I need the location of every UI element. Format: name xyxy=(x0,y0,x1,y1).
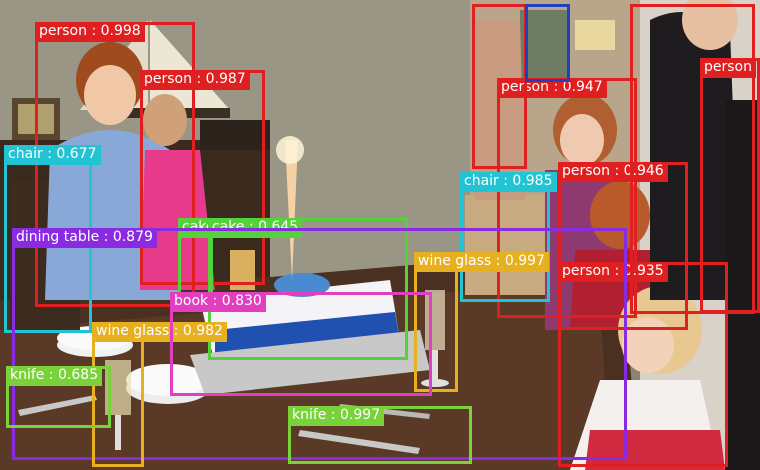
detection-label: wine glass : 0.997 xyxy=(414,252,549,272)
detection-box-person xyxy=(472,4,527,169)
detection-label: knife : 0.685 xyxy=(6,366,103,386)
detection-label: person : 0.946 xyxy=(558,162,668,182)
detection-label: person : 0.987 xyxy=(140,70,250,90)
detection-label: wine glass : 0.982 xyxy=(92,322,227,342)
detection-box-wine-glass: wine glass : 0.997 xyxy=(414,252,549,392)
detection-box-person xyxy=(630,4,755,314)
detection-label: book : 0.830 xyxy=(170,292,266,312)
detection-label: knife : 0.997 xyxy=(288,406,385,426)
detection-box-wine-glass: wine glass : 0.982 xyxy=(92,322,227,467)
detection-label: person xyxy=(700,58,756,78)
detection-box-dining-table: dining table : 0.879 xyxy=(12,228,627,460)
detection-box-knife: knife : 0.997 xyxy=(288,406,472,464)
detection-label: person : 0.998 xyxy=(35,22,145,42)
detection-box-book: book : 0.830 xyxy=(170,292,432,396)
detection-label: dining table : 0.879 xyxy=(12,228,157,248)
detection-box-chair: chair : 0.985 xyxy=(460,172,557,302)
detection-box-person: person : 0.946 xyxy=(558,162,688,330)
detection-label: chair : 0.985 xyxy=(460,172,557,192)
detection-box-person: person : 0.987 xyxy=(140,70,265,285)
detection-label: person : 0.935 xyxy=(558,262,668,282)
detection-label: chair : 0.677 xyxy=(4,145,101,165)
detection-box-knife: knife : 0.685 xyxy=(6,366,111,428)
detection-box-unlabeled xyxy=(525,4,570,82)
detection-box-person: person : 0.935 xyxy=(558,262,728,467)
